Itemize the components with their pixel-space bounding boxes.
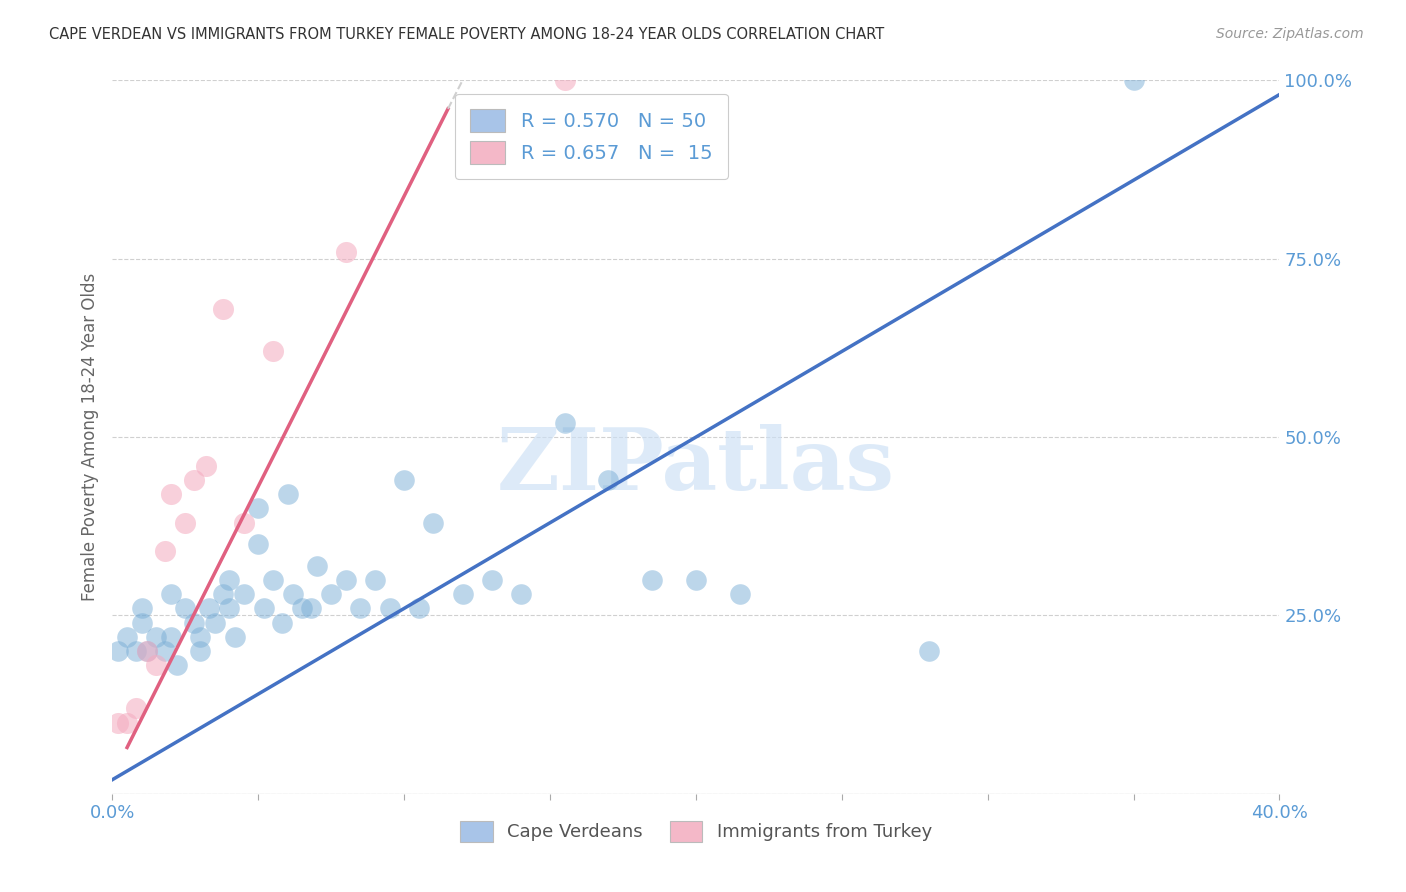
Point <box>1122 73 1144 87</box>
Point <box>641 573 664 587</box>
Point <box>685 573 707 587</box>
Point <box>136 644 159 658</box>
Point <box>247 501 270 516</box>
Point <box>253 601 276 615</box>
Point <box>136 644 159 658</box>
Point <box>145 658 167 673</box>
Point <box>188 630 211 644</box>
Point <box>335 573 357 587</box>
Point <box>262 344 284 359</box>
Point <box>188 644 211 658</box>
Legend: Cape Verdeans, Immigrants from Turkey: Cape Verdeans, Immigrants from Turkey <box>453 814 939 849</box>
Point <box>598 473 620 487</box>
Point <box>115 715 138 730</box>
Point <box>224 630 246 644</box>
Point <box>153 644 176 658</box>
Point <box>364 573 387 587</box>
Point <box>125 701 148 715</box>
Point <box>270 615 292 630</box>
Point <box>107 715 129 730</box>
Point <box>299 601 322 615</box>
Point <box>145 630 167 644</box>
Point <box>291 601 314 615</box>
Point <box>554 73 576 87</box>
Text: CAPE VERDEAN VS IMMIGRANTS FROM TURKEY FEMALE POVERTY AMONG 18-24 YEAR OLDS CORR: CAPE VERDEAN VS IMMIGRANTS FROM TURKEY F… <box>49 27 884 42</box>
Point <box>728 587 751 601</box>
Point <box>218 573 240 587</box>
Text: Source: ZipAtlas.com: Source: ZipAtlas.com <box>1216 27 1364 41</box>
Point <box>153 544 176 558</box>
Point <box>131 615 153 630</box>
Point <box>262 573 284 587</box>
Point <box>335 244 357 259</box>
Point <box>160 630 183 644</box>
Point <box>131 601 153 615</box>
Point <box>183 615 205 630</box>
Point <box>212 587 235 601</box>
Point <box>305 558 328 573</box>
Point <box>183 473 205 487</box>
Point <box>408 601 430 615</box>
Point <box>554 416 576 430</box>
Point <box>160 587 183 601</box>
Point <box>166 658 188 673</box>
Point <box>276 487 298 501</box>
Point <box>197 601 219 615</box>
Point <box>247 537 270 551</box>
Point <box>160 487 183 501</box>
Point <box>212 301 235 316</box>
Point <box>204 615 226 630</box>
Point <box>194 458 217 473</box>
Point <box>481 573 503 587</box>
Point <box>451 587 474 601</box>
Point <box>232 516 254 530</box>
Point <box>509 587 531 601</box>
Point <box>218 601 240 615</box>
Point <box>349 601 371 615</box>
Point <box>422 516 444 530</box>
Point <box>321 587 343 601</box>
Point <box>115 630 138 644</box>
Point <box>283 587 305 601</box>
Point <box>174 516 197 530</box>
Point <box>918 644 941 658</box>
Point <box>107 644 129 658</box>
Point <box>394 473 416 487</box>
Y-axis label: Female Poverty Among 18-24 Year Olds: Female Poverty Among 18-24 Year Olds <box>80 273 98 601</box>
Text: ZIPatlas: ZIPatlas <box>496 424 896 508</box>
Point <box>378 601 401 615</box>
Point <box>125 644 148 658</box>
Point <box>174 601 197 615</box>
Point <box>232 587 254 601</box>
